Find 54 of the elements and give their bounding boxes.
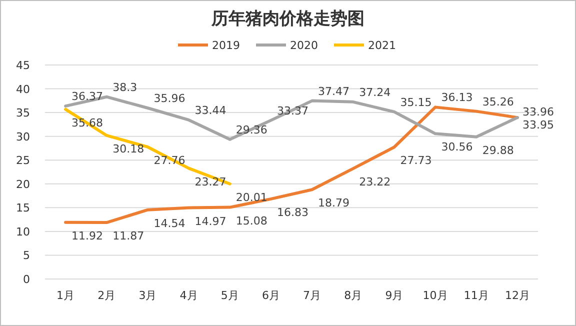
legend-label: 2021 [368, 39, 396, 52]
data-label: 38.3 [112, 80, 138, 94]
legend-label: 2020 [290, 39, 318, 52]
y-tick-label: 35 [16, 106, 30, 120]
y-tick-label: 0 [23, 273, 30, 286]
y-tick-label: 20 [16, 178, 30, 191]
x-tick-label: 6月 [262, 289, 280, 302]
y-tick-label: 45 [16, 59, 30, 72]
data-label: 35.15 [400, 96, 432, 109]
data-label: 33.44 [194, 104, 226, 117]
line-series [64, 108, 232, 186]
data-label: 35.26 [482, 95, 514, 108]
chart-title: 历年猪肉价格走势图 [210, 9, 364, 29]
data-label: 30.18 [112, 142, 144, 156]
data-label: 33.37 [276, 104, 308, 118]
x-tick-label: 2月 [98, 289, 116, 302]
data-label: 36.37 [72, 90, 104, 104]
x-tick-label: 1月 [56, 289, 75, 302]
x-tick-label: 4月 [180, 289, 198, 302]
data-label: 11.92 [72, 229, 104, 242]
y-tick-label: 30 [16, 130, 30, 144]
data-label: 23.27 [194, 175, 226, 188]
x-tick-label: 5月 [220, 289, 239, 302]
y-tick-label: 5 [23, 249, 30, 262]
x-tick-label: 11月 [464, 289, 489, 302]
data-label: 29.88 [482, 144, 514, 157]
data-label: 29.36 [236, 123, 268, 136]
data-label: 27.73 [400, 154, 432, 168]
x-tick-label: 12月 [504, 289, 530, 302]
x-tick-label: 10月 [422, 289, 448, 302]
data-label: 33.96 [522, 106, 554, 118]
legend-label: 2019 [212, 39, 240, 52]
x-tick-label: 9月 [385, 289, 404, 302]
y-tick-label: 15 [16, 202, 30, 215]
data-label: 30.56 [441, 140, 473, 154]
y-tick-label: 40 [16, 82, 30, 96]
x-tick-label: 8月 [344, 289, 362, 302]
data-label: 18.79 [318, 196, 350, 210]
data-label: 37.47 [318, 84, 350, 98]
data-label: 23.22 [359, 176, 391, 189]
data-label: 14.97 [194, 214, 226, 228]
data-label: 14.54 [154, 216, 186, 230]
data-label: 15.08 [236, 214, 268, 228]
data-label: 35.96 [154, 92, 186, 105]
data-label: 11.87 [112, 230, 144, 243]
data-label: 16.83 [276, 206, 308, 219]
data-label: 36.13 [441, 91, 473, 104]
data-label: 37.24 [359, 86, 391, 99]
data-label: 20.01 [236, 190, 268, 204]
data-label: 33.95 [522, 118, 554, 132]
y-tick-label: 10 [16, 225, 30, 238]
x-tick-label: 3月 [138, 289, 157, 302]
y-tick-label: 25 [16, 154, 30, 168]
x-tick-label: 7月 [303, 289, 322, 302]
